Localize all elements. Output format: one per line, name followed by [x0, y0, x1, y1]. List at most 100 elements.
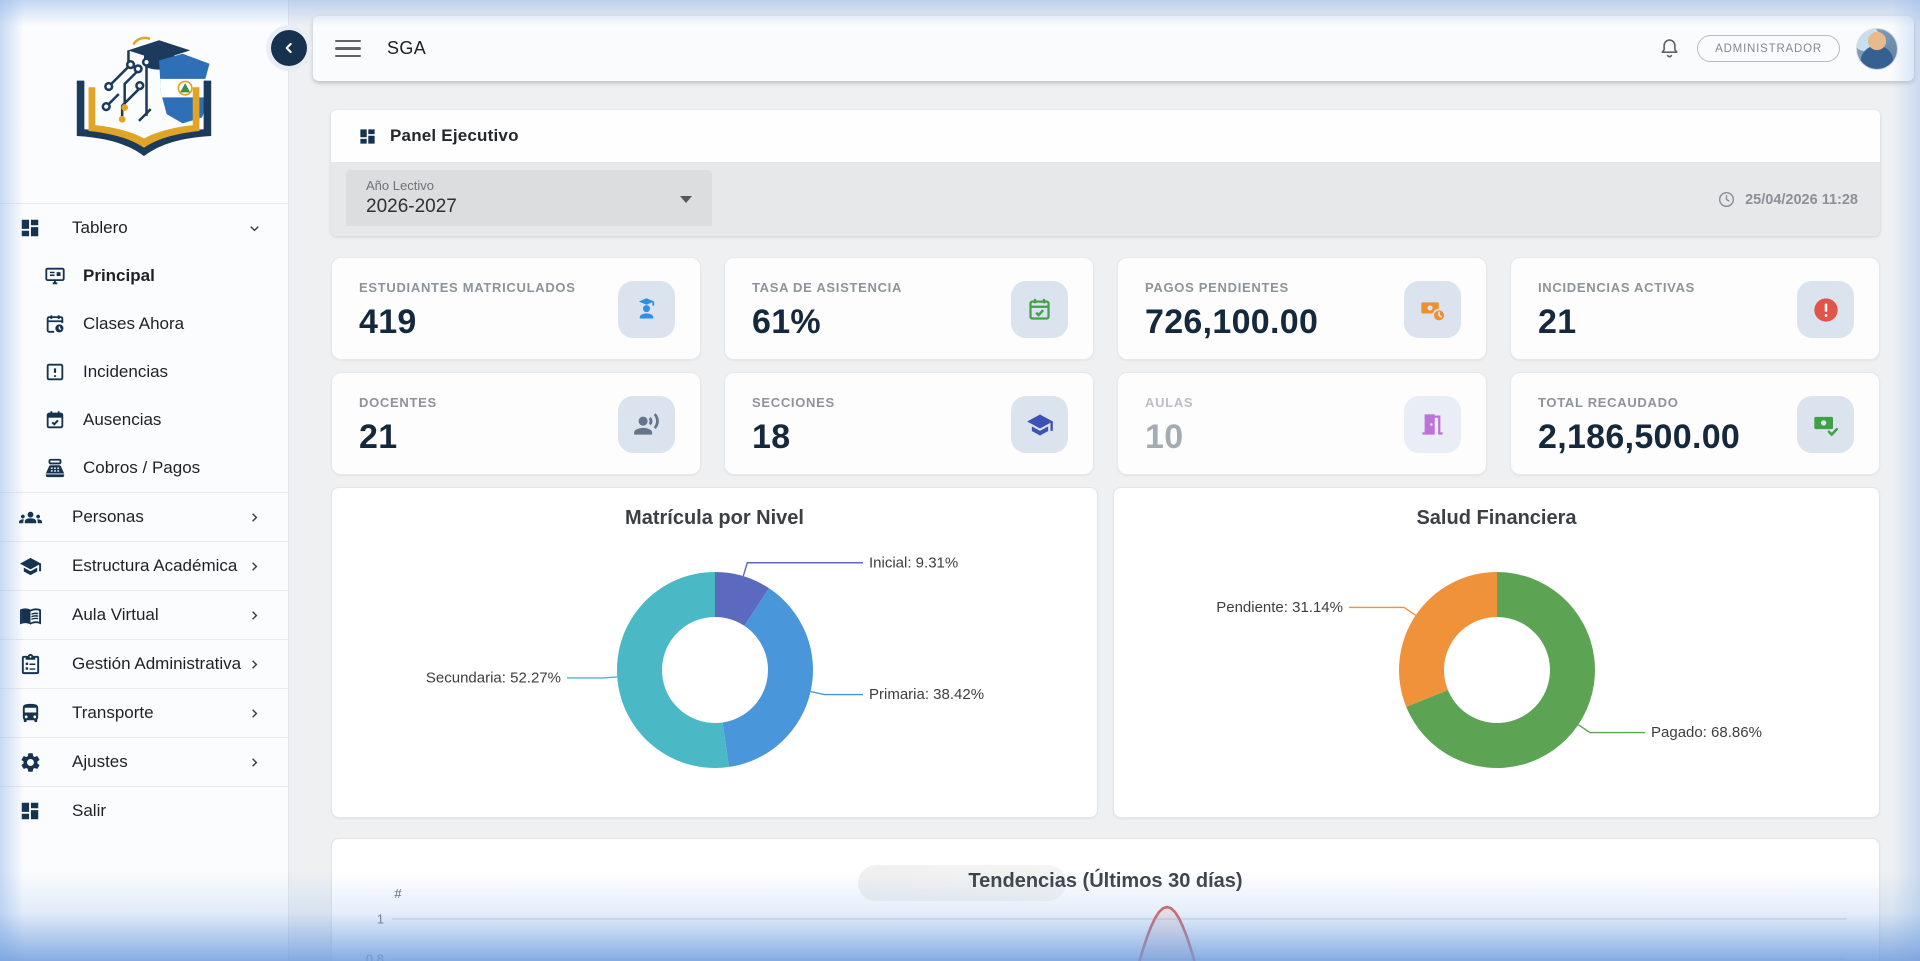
people-icon	[18, 506, 42, 529]
clipboard-icon	[18, 653, 42, 676]
chevron-right-icon	[247, 706, 262, 721]
sidebar-item-tablero[interactable]: Tablero	[0, 204, 288, 252]
sidebar-item-clases-ahora[interactable]: Clases Ahora	[0, 300, 288, 348]
donut-label-line	[1349, 606, 1417, 616]
graduation-cap-icon	[1011, 396, 1068, 453]
kpi-card-asistencia: TASA DE ASISTENCIA 61%	[724, 257, 1094, 360]
panel-toolbar: Año Lectivo 2026-2027 25/04/2026 11:28	[331, 163, 1880, 236]
sidebar-item-label: Gestión Administrativa	[72, 654, 242, 673]
sidebar-item-transporte[interactable]: Transporte	[0, 689, 288, 737]
chart-card-salud-financiera: Salud Financiera Pagado: 68.86% Pendiente…	[1113, 487, 1880, 818]
chart-card-matricula: Matrícula por Nivel Inicial: 9.31% Primar…	[331, 487, 1098, 818]
student-icon	[618, 281, 675, 338]
chevron-right-icon	[247, 559, 262, 574]
sidebar-item-label: Cobros / Pagos	[83, 458, 201, 477]
sidebar-item-ajustes[interactable]: Ajustes	[0, 738, 288, 786]
sidebar-item-label: Tablero	[72, 218, 128, 237]
kpi-card-total-recaudado: TOTAL RECAUDADO 2,186,500.00	[1510, 372, 1880, 475]
chart-title: Matrícula por Nivel	[625, 507, 804, 529]
dashboard-content: Panel Ejecutivo Año Lectivo 2026-2027 25…	[331, 110, 1880, 961]
chart-title: Tendencias (Últimos 30 días)	[968, 870, 1243, 892]
donut-label-line	[1577, 724, 1645, 734]
donut-slice-pendiente[interactable]	[1398, 572, 1497, 707]
clock-icon	[1719, 191, 1735, 208]
alert-circle-icon	[1797, 281, 1854, 338]
cash-register-icon	[43, 457, 67, 479]
donut-slice-label: Primaria: 38.42%	[869, 686, 984, 703]
door-open-icon	[1404, 396, 1461, 453]
donut-slice-label: Secundaria: 52.27%	[426, 669, 561, 686]
menu-icon[interactable]	[335, 39, 361, 58]
sidebar-item-label: Principal	[83, 266, 155, 285]
dashboard-icon	[358, 127, 377, 146]
matricula-donut-chart[interactable]: Inicial: 9.31% Primaria: 38.42% Secundaria…	[332, 488, 1098, 818]
kpi-card-secciones: SECCIONES 18	[724, 372, 1094, 475]
sidebar-collapse-button[interactable]	[271, 30, 307, 66]
panel-header: Panel Ejecutivo	[331, 110, 1880, 163]
page-title: Panel Ejecutivo	[390, 126, 519, 145]
user-avatar[interactable]	[1856, 27, 1898, 70]
role-badge[interactable]: ADMINISTRADOR	[1697, 35, 1840, 62]
topbar: SGA ADMINISTRADOR	[313, 16, 1914, 81]
panel-ejecutivo-card: Panel Ejecutivo Año Lectivo 2026-2027 25…	[331, 110, 1880, 236]
donut-label-line	[742, 562, 863, 577]
sidebar-item-cobros-pagos[interactable]: Cobros / Pagos	[0, 444, 288, 492]
chevron-right-icon	[247, 755, 262, 770]
trend-card: Tendencias (Últimos 30 días) 1 0.8 #	[331, 838, 1880, 961]
donut-label-line	[567, 676, 618, 679]
y-tick-label: 0.8	[366, 952, 384, 961]
chart-title: Salud Financiera	[1416, 507, 1577, 529]
sidebar-item-salir[interactable]: Salir	[0, 787, 288, 835]
calendar-clock-icon	[43, 313, 67, 335]
caret-down-icon	[680, 196, 692, 203]
alert-box-icon	[43, 361, 67, 383]
sidebar-item-ausencias[interactable]: Ausencias	[0, 396, 288, 444]
datetime-text: 25/04/2026 11:28	[1745, 191, 1858, 208]
graduation-cap-icon	[18, 555, 42, 578]
donut-label-line	[810, 690, 863, 696]
donut-slice-label: Inicial: 9.31%	[869, 554, 958, 571]
sidebar-item-label: Aula Virtual	[72, 605, 159, 624]
kpi-card-estudiantes: ESTUDIANTES MATRICULADOS 419	[331, 257, 701, 360]
sidebar-item-label: Ausencias	[83, 410, 162, 429]
school-logo	[0, 0, 288, 203]
calendar-check-icon	[1011, 281, 1068, 338]
sidebar-item-label: Transporte	[72, 703, 154, 722]
trend-area-fill	[1139, 907, 1195, 961]
logo-image	[76, 36, 212, 156]
donut-slice-label: Pagado: 68.86%	[1651, 724, 1762, 741]
donut-slice-label: Pendiente: 31.14%	[1216, 599, 1343, 616]
cash-clock-icon	[1404, 281, 1461, 338]
sidebar-item-incidencias[interactable]: Incidencias	[0, 348, 288, 396]
monitor-icon	[43, 265, 67, 287]
main-area: SGA ADMINISTRADOR Panel	[289, 0, 1920, 961]
notifications-button[interactable]	[1658, 37, 1681, 60]
current-datetime: 25/04/2026 11:28	[1717, 163, 1858, 236]
sidebar-item-gestion-administrativa[interactable]: Gestión Administrativa	[0, 640, 288, 688]
school-year-label: Año Lectivo	[366, 178, 434, 193]
salud-financiera-donut-chart[interactable]: Pagado: 68.86% Pendiente: 31.14%	[1114, 488, 1880, 818]
sidebar-item-label: Ajustes	[72, 752, 128, 771]
money-check-icon	[1797, 396, 1854, 453]
kpi-card-incidencias: INCIDENCIAS ACTIVAS 21	[1510, 257, 1880, 360]
sidebar-item-label: Incidencias	[83, 362, 169, 381]
school-year-select[interactable]: Año Lectivo 2026-2027	[346, 170, 712, 226]
donut-slice-secundaria[interactable]	[616, 572, 729, 768]
school-year-value: 2026-2027	[366, 196, 457, 217]
bus-icon	[18, 702, 42, 725]
sidebar-item-estructura-academica[interactable]: Estructura Académica	[0, 542, 288, 590]
sidebar-item-aula-virtual[interactable]: Aula Virtual	[0, 591, 288, 639]
chevron-right-icon	[247, 608, 262, 623]
dashboard-icon	[18, 800, 42, 822]
sidebar-item-principal[interactable]: Principal	[0, 252, 288, 300]
sidebar: Tablero Principal	[0, 0, 289, 961]
sidebar-item-label: Clases Ahora	[83, 314, 185, 333]
teacher-voice-icon	[618, 396, 675, 453]
chevron-left-icon	[285, 42, 292, 54]
kpi-card-aulas: AULAS 10	[1117, 372, 1487, 475]
charts-row: Matrícula por Nivel Inicial: 9.31% Primar…	[331, 487, 1880, 818]
bell-icon	[1661, 39, 1678, 58]
gear-icon	[18, 751, 42, 774]
sidebar-item-personas[interactable]: Personas	[0, 493, 288, 541]
